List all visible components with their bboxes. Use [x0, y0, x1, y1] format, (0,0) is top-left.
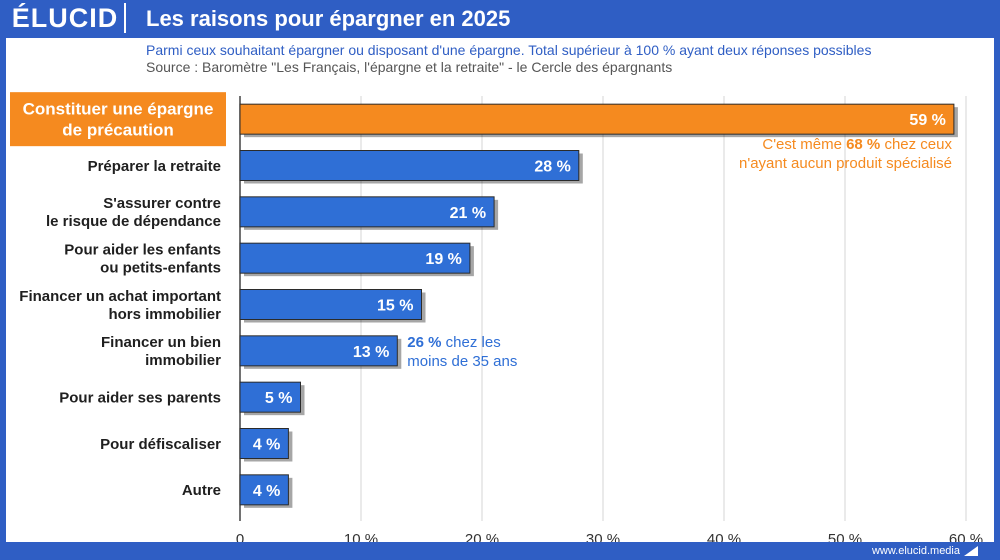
category-label: Autre — [182, 482, 221, 499]
category-label: Pour aider ses parents — [59, 389, 221, 406]
bar-value-label: 13 % — [353, 344, 389, 361]
bar-value-label: 19 % — [425, 251, 461, 268]
chart-source: Source : Baromètre "Les Français, l'épar… — [146, 59, 673, 75]
bar-chart: 0 10 % 20 % 30 % 40 % 50 % 60 % 59 % Constituer … — [10, 92, 983, 542]
annotation: C'est même 68 % chez ceux n'ayant aucun p… — [739, 136, 953, 172]
x-tick-label: 40 % — [707, 531, 741, 542]
footer-url[interactable]: www.elucid.media — [871, 545, 960, 557]
category-label: Financer un bien immobilier — [101, 334, 221, 369]
bar — [239, 428, 289, 459]
chart-subtitle: Parmi ceux souhaitant épargner ou dispos… — [146, 42, 872, 58]
bar-value-label: 28 % — [534, 159, 570, 176]
x-tick-label: 60 % — [949, 531, 983, 542]
bar — [239, 381, 301, 413]
category-label: Préparer la retraite — [88, 158, 221, 175]
footer-logo-mark — [964, 546, 978, 556]
chart-panel: Parmi ceux souhaitant épargner ou dispos… — [6, 38, 994, 542]
x-tick-label: 10 % — [344, 531, 378, 542]
bar-value-label: 5 % — [265, 390, 293, 407]
category-label: Constituer une épargne de précaution — [23, 100, 214, 140]
category-label: Pour défiscaliser — [100, 436, 221, 453]
x-tick-label: 20 % — [465, 531, 499, 542]
bar — [239, 242, 471, 274]
bar — [239, 196, 495, 228]
category-label: S'assurer contre le risque de dépendance — [46, 195, 221, 230]
bar-value-label: 15 % — [377, 298, 413, 315]
bar — [239, 150, 580, 181]
category-highlight-box — [10, 92, 226, 147]
bar-value-label: 21 % — [450, 205, 486, 222]
page-title: Les raisons pour épargner en 2025 — [146, 6, 511, 31]
x-tick-label: 0 — [236, 531, 244, 542]
bar-value-label: 59 % — [909, 112, 945, 129]
bar-value-label: 4 % — [253, 437, 281, 454]
bar — [239, 103, 955, 135]
category-label: Pour aider les enfants ou petits-enfants — [64, 241, 221, 276]
bar — [239, 289, 422, 320]
x-tick-label: 50 % — [828, 531, 862, 542]
x-tick-label: 30 % — [586, 531, 620, 542]
header: ÉLUCID Les raisons pour épargner en 2025 — [0, 0, 1000, 38]
bar — [239, 335, 398, 367]
bar-value-label: 4 % — [253, 483, 281, 500]
brand-logo: ÉLUCID — [6, 3, 126, 33]
bar — [239, 474, 289, 506]
category-label: Financer un achat important hors immobili… — [19, 288, 221, 323]
annotation: 26 % chez les moins de 35 ans — [407, 334, 517, 370]
